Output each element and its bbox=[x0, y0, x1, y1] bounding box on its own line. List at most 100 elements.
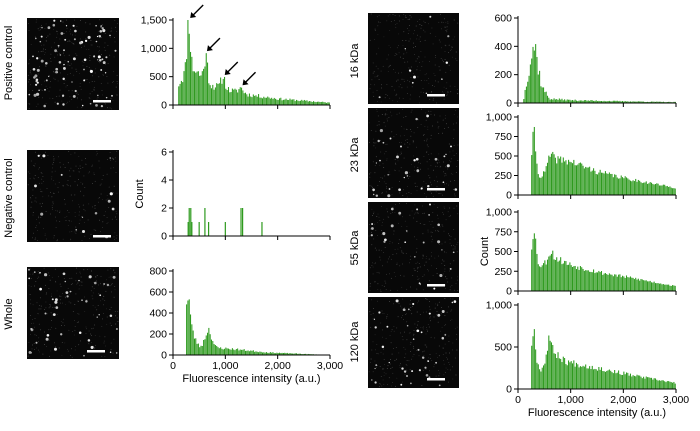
histogram-bar bbox=[188, 33, 190, 105]
background-speck bbox=[383, 251, 385, 253]
micrograph-whole bbox=[27, 267, 119, 359]
background-speck bbox=[66, 216, 68, 218]
histogram-bar bbox=[649, 101, 651, 103]
fluorescent-spot bbox=[65, 291, 69, 294]
background-speck bbox=[55, 281, 57, 283]
background-speck bbox=[414, 323, 416, 325]
background-speck bbox=[68, 150, 70, 152]
histogram-bar bbox=[200, 75, 202, 105]
histogram-bar bbox=[670, 187, 672, 195]
histogram-bar bbox=[258, 94, 260, 105]
background-speck bbox=[419, 19, 421, 21]
background-speck bbox=[77, 93, 79, 95]
scale-bar bbox=[93, 235, 111, 238]
histogram-bar bbox=[650, 377, 653, 389]
background-speck bbox=[376, 90, 378, 92]
fluorescent-spot bbox=[71, 81, 73, 83]
background-speck bbox=[74, 304, 76, 305]
fluorescent-spot bbox=[115, 327, 118, 331]
histogram-bar bbox=[250, 96, 252, 105]
histogram-bar bbox=[653, 184, 655, 195]
background-speck bbox=[435, 375, 437, 377]
histogram-bar bbox=[256, 96, 258, 105]
histogram-bar bbox=[191, 56, 193, 105]
background-speck bbox=[402, 195, 404, 196]
background-speck bbox=[109, 159, 111, 161]
background-speck bbox=[97, 46, 99, 48]
background-speck bbox=[372, 312, 374, 314]
background-speck bbox=[420, 327, 422, 329]
histogram-bar bbox=[570, 265, 572, 291]
background-speck bbox=[423, 140, 425, 142]
background-speck bbox=[369, 176, 371, 178]
histogram-bar bbox=[259, 351, 261, 355]
histogram-bar bbox=[662, 184, 664, 195]
background-speck bbox=[395, 164, 397, 166]
background-speck bbox=[385, 191, 387, 193]
background-speck bbox=[389, 256, 390, 258]
background-speck bbox=[51, 176, 53, 178]
background-speck bbox=[397, 316, 399, 318]
x-tick-label: 1,000 bbox=[558, 394, 584, 406]
background-speck bbox=[29, 59, 30, 61]
background-speck bbox=[50, 60, 52, 62]
background-speck bbox=[45, 39, 47, 41]
background-speck bbox=[413, 132, 415, 134]
background-speck bbox=[377, 25, 379, 27]
histogram-bar bbox=[582, 365, 584, 389]
histogram-bar bbox=[268, 97, 270, 105]
histogram-bar bbox=[537, 364, 539, 389]
background-speck bbox=[109, 151, 111, 153]
histogram-bar bbox=[664, 381, 666, 389]
fluorescent-spot bbox=[454, 188, 458, 191]
histogram-bar bbox=[616, 177, 618, 195]
background-speck bbox=[445, 21, 447, 23]
background-speck bbox=[65, 297, 67, 299]
histogram-bar bbox=[650, 101, 653, 103]
background-speck bbox=[117, 311, 119, 313]
background-speck bbox=[30, 206, 32, 208]
fluorescent-spot bbox=[437, 223, 441, 227]
histogram-bar bbox=[571, 363, 574, 389]
fluorescent-spot bbox=[402, 308, 406, 312]
background-speck bbox=[370, 326, 372, 328]
histogram-bar bbox=[633, 375, 635, 389]
background-speck bbox=[32, 212, 34, 214]
background-speck bbox=[39, 297, 41, 299]
histogram-bar bbox=[612, 373, 614, 389]
histogram-bar bbox=[275, 98, 277, 105]
background-speck bbox=[383, 36, 385, 38]
background-speck bbox=[73, 334, 75, 336]
fluorescent-spot bbox=[28, 350, 32, 354]
histogram-bar bbox=[529, 64, 531, 103]
fluorescent-spot bbox=[81, 104, 84, 107]
histogram-bar bbox=[662, 284, 664, 291]
background-speck bbox=[426, 152, 428, 154]
background-speck bbox=[446, 82, 448, 84]
background-speck bbox=[94, 72, 96, 74]
background-speck bbox=[30, 303, 32, 305]
background-speck bbox=[79, 85, 81, 87]
fluorescent-spot bbox=[34, 74, 38, 78]
histogram-bar bbox=[242, 349, 244, 355]
background-speck bbox=[400, 332, 402, 334]
background-speck bbox=[425, 327, 427, 329]
background-speck bbox=[116, 74, 118, 76]
histogram-bar bbox=[564, 358, 566, 389]
histogram-bar bbox=[254, 351, 256, 355]
y-tick-label: 500 bbox=[494, 342, 512, 354]
background-speck bbox=[379, 22, 381, 23]
background-speck bbox=[32, 214, 34, 216]
histogram-bar bbox=[595, 174, 597, 195]
background-speck bbox=[421, 186, 423, 188]
background-speck bbox=[71, 99, 73, 100]
background-speck bbox=[448, 64, 450, 66]
background-speck bbox=[427, 168, 429, 170]
background-speck bbox=[422, 233, 424, 235]
background-speck bbox=[438, 126, 440, 128]
background-speck bbox=[113, 338, 115, 340]
background-speck bbox=[413, 268, 415, 270]
background-speck bbox=[381, 87, 382, 89]
background-speck bbox=[409, 175, 411, 177]
background-speck bbox=[372, 266, 374, 268]
